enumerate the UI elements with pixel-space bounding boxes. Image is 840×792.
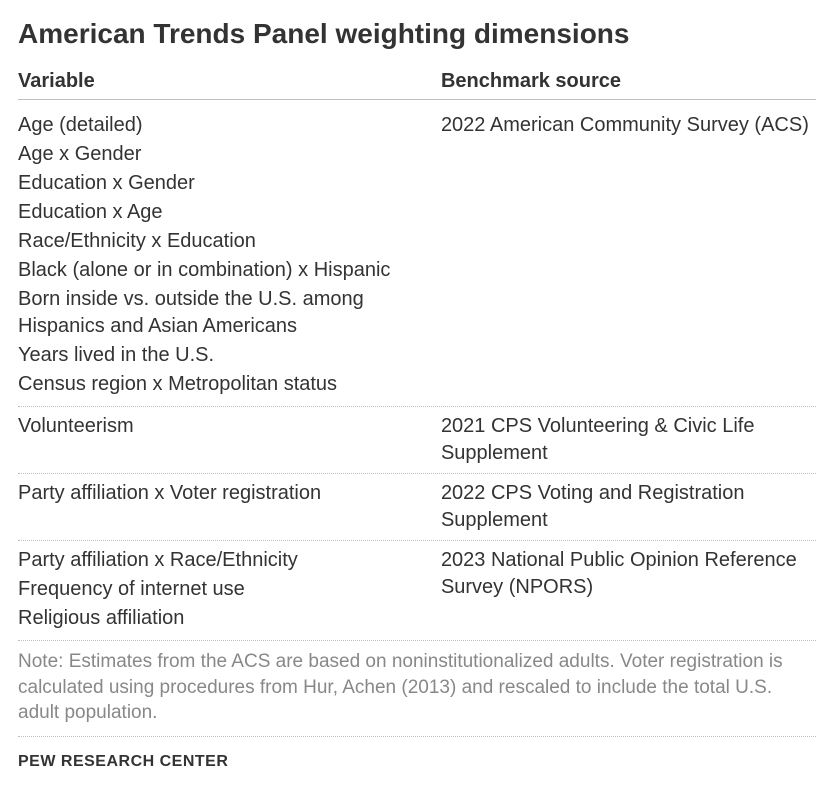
- variable-item: Age (detailed): [18, 112, 429, 139]
- variable-list: Volunteerism: [18, 413, 441, 467]
- benchmark-source: 2023 National Public Opinion Reference S…: [441, 547, 816, 634]
- variable-item: Party affiliation x Voter registration: [18, 480, 429, 507]
- page-title: American Trends Panel weighting dimensio…: [18, 18, 816, 50]
- variable-item: Born inside vs. outside the U.S. among H…: [18, 286, 429, 340]
- table-group: Volunteerism 2021 CPS Volunteering & Civi…: [18, 407, 816, 474]
- variable-list: Party affiliation x Race/EthnicityFreque…: [18, 547, 441, 634]
- variable-list: Party affiliation x Voter registration: [18, 480, 441, 534]
- variable-item: Frequency of internet use: [18, 576, 429, 603]
- table-group: Party affiliation x Voter registration 20…: [18, 474, 816, 541]
- column-header-variable: Variable: [18, 68, 441, 95]
- variable-item: Education x Gender: [18, 170, 429, 197]
- variable-item: Census region x Metropolitan status: [18, 371, 429, 398]
- variable-item: Black (alone or in combination) x Hispan…: [18, 257, 429, 284]
- benchmark-source: 2022 CPS Voting and Registration Supplem…: [441, 480, 816, 534]
- column-header-benchmark: Benchmark source: [441, 68, 816, 95]
- table-note: Note: Estimates from the ACS are based o…: [18, 641, 816, 737]
- variable-item: Volunteerism: [18, 413, 429, 440]
- variable-item: Years lived in the U.S.: [18, 342, 429, 369]
- benchmark-source: 2021 CPS Volunteering & Civic Life Suppl…: [441, 413, 816, 467]
- variable-item: Age x Gender: [18, 141, 429, 168]
- variable-item: Education x Age: [18, 199, 429, 226]
- weighting-table: Variable Benchmark source Age (detailed)…: [18, 68, 816, 641]
- variable-item: Religious affiliation: [18, 605, 429, 632]
- table-group: Age (detailed)Age x GenderEducation x Ge…: [18, 106, 816, 407]
- table-group: Party affiliation x Race/EthnicityFreque…: [18, 541, 816, 641]
- variable-list: Age (detailed)Age x GenderEducation x Ge…: [18, 112, 441, 400]
- table-header-row: Variable Benchmark source: [18, 68, 816, 100]
- variable-item: Party affiliation x Race/Ethnicity: [18, 547, 429, 574]
- attribution: PEW RESEARCH CENTER: [18, 753, 816, 771]
- benchmark-source: 2022 American Community Survey (ACS): [441, 112, 816, 400]
- variable-item: Race/Ethnicity x Education: [18, 228, 429, 255]
